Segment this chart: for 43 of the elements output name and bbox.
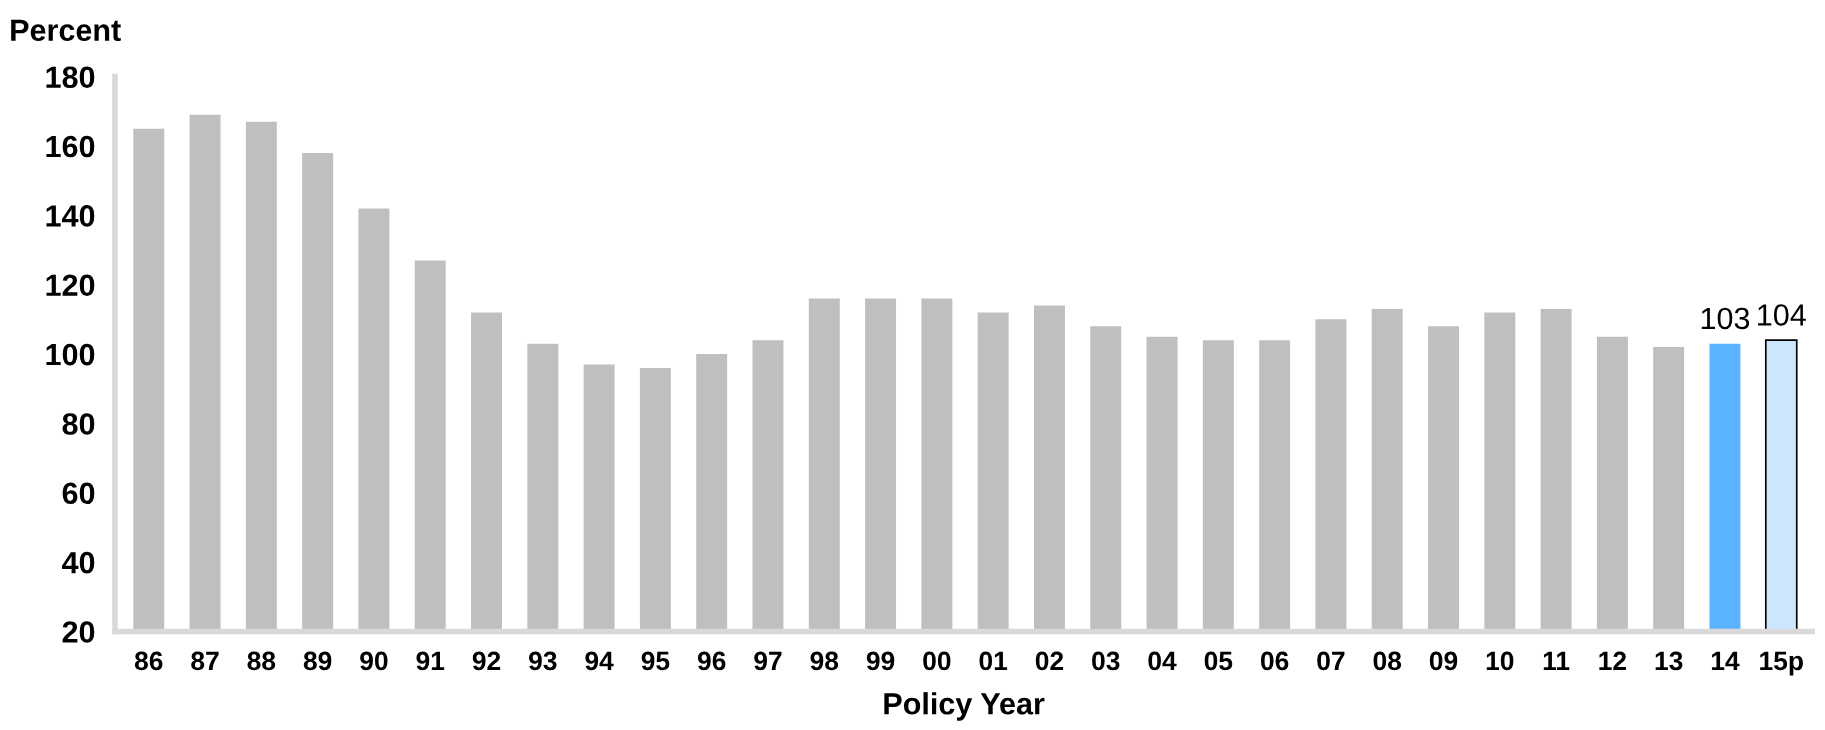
y-tick-label: 160	[46, 135, 95, 158]
x-tick-label: 10	[1486, 651, 1514, 671]
y-tick-label: 80	[62, 413, 95, 435]
x-tick-label: 95	[641, 651, 670, 671]
x-tick-label: 89	[303, 651, 332, 671]
data-label: 104	[1758, 304, 1806, 326]
x-tick-label: 94	[585, 651, 614, 671]
x-tick-label: 86	[134, 651, 163, 671]
x-tick-label: 98	[810, 651, 839, 671]
x-tick-label: 11	[1543, 651, 1570, 671]
y-tick-label: 120	[46, 274, 95, 297]
x-tick-label: 00	[923, 651, 951, 671]
x-tick-label: 12	[1599, 651, 1626, 671]
x-tick-label: 01	[979, 651, 1008, 671]
x-tick-label: 08	[1373, 651, 1402, 671]
x-tick-label: 05	[1204, 651, 1233, 671]
x-tick-label: 88	[247, 651, 276, 671]
y-tick-label: 180	[46, 66, 95, 89]
x-tick-label: 02	[1035, 651, 1064, 671]
x-tick-label: 99	[866, 651, 895, 671]
x-tick-label: 97	[754, 651, 782, 671]
x-tick-label: 93	[529, 651, 557, 671]
y-tick-label: 40	[62, 551, 95, 574]
y-tick-label: 140	[46, 205, 95, 227]
x-tick-label: 03	[1092, 651, 1120, 671]
x-tick-label: 91	[416, 651, 445, 671]
y-axis-title: Percent	[11, 19, 121, 42]
x-tick-label: 09	[1429, 651, 1458, 671]
x-tick-label: 14	[1711, 651, 1740, 671]
y-tick-label: 60	[62, 482, 95, 505]
y-tick-label: 100	[46, 343, 95, 366]
x-tick-label: 07	[1317, 651, 1345, 671]
x-tick-label: 06	[1260, 651, 1289, 671]
x-tick-label: 96	[697, 651, 726, 671]
x-axis-title: Policy Year	[884, 692, 1045, 721]
x-tick-label: 15p	[1760, 651, 1803, 676]
x-tick-label: 87	[191, 651, 219, 671]
x-tick-label: 92	[472, 651, 501, 671]
x-tick-label: 04	[1148, 651, 1177, 671]
y-tick-label: 20	[62, 621, 95, 643]
x-tick-label: 13	[1655, 651, 1683, 671]
data-label: 103	[1701, 307, 1750, 330]
x-tick-label: 90	[360, 651, 388, 671]
